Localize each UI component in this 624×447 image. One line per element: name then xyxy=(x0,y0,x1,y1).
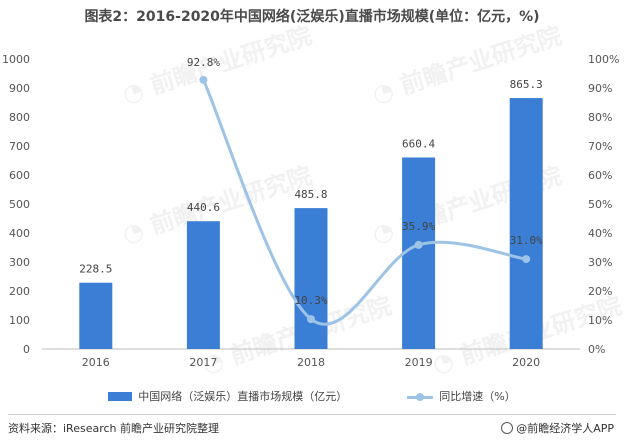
growth-line-series xyxy=(199,75,531,326)
x-tick-label: 2018 xyxy=(297,356,325,369)
legend-label-market-size: 中国网络（泛娱乐）直播市场规模（亿元） xyxy=(138,390,348,403)
y-tick-label-right: 80% xyxy=(588,111,612,124)
y-tick-label-right: 30% xyxy=(588,256,612,269)
brand-credit: @前瞻经济学人APP xyxy=(501,420,614,436)
bar-value-label: 865.3 xyxy=(510,78,543,91)
x-tick-label: 2020 xyxy=(512,356,540,369)
legend-item-market-size: 中国网络（泛娱乐）直播市场规模（亿元） xyxy=(108,388,347,404)
legend: 中国网络（泛娱乐）直播市场规模（亿元） 同比增速（%） xyxy=(0,388,624,404)
y-tick-label-right: 40% xyxy=(588,227,612,240)
bar xyxy=(79,282,113,349)
brand-logo-icon xyxy=(501,422,514,434)
y-axis-right: 0% 10% 20% 30% 40% 50% 60% 70% 80% 90% 100% xyxy=(588,53,619,356)
growth-point xyxy=(307,315,315,324)
y-tick-label-left: 900 xyxy=(9,82,30,95)
y-tick-label-right: 60% xyxy=(588,169,612,182)
y-tick-label-right: 70% xyxy=(588,140,612,153)
x-tick-label: 2019 xyxy=(405,356,433,369)
y-axis-left: 0 100 200 300 400 500 600 700 800 900 1000 xyxy=(2,53,30,356)
brand-text: @前瞻经济学人APP xyxy=(516,422,614,435)
growth-value-label: 10.3% xyxy=(294,294,327,307)
y-tick-label-right: 0% xyxy=(588,343,605,356)
source-note: 资料来源：iResearch 前瞻产业研究院整理 xyxy=(8,422,220,435)
y-tick-label-right: 50% xyxy=(588,198,612,211)
legend-item-growth: 同比增速（%） xyxy=(407,388,516,404)
footer-divider xyxy=(8,414,616,415)
y-tick-label-right: 10% xyxy=(588,314,612,327)
y-tick-label-right: 100% xyxy=(588,53,619,66)
growth-value-label: 35.9% xyxy=(402,220,435,233)
y-tick-label-left: 500 xyxy=(9,198,30,211)
y-tick-label-left: 700 xyxy=(9,140,30,153)
bar-value-label: 485.8 xyxy=(294,188,327,201)
bar-value-label: 440.6 xyxy=(187,201,220,214)
bar-series xyxy=(79,98,543,349)
y-tick-label-left: 600 xyxy=(9,169,30,182)
growth-value-label: 31.0% xyxy=(510,234,543,247)
y-tick-label-left: 100 xyxy=(9,314,30,327)
growth-value-label: 92.8% xyxy=(187,56,220,69)
y-tick-label-left: 0 xyxy=(23,343,30,356)
y-tick-label-right: 20% xyxy=(588,285,612,298)
legend-bar-swatch xyxy=(108,391,133,401)
x-axis: 2016 2017 2018 2019 2020 xyxy=(82,356,540,369)
x-tick-label: 2016 xyxy=(82,356,110,369)
legend-label-growth: 同比增速（%） xyxy=(439,390,516,403)
bar xyxy=(186,221,220,349)
bar xyxy=(509,98,543,349)
line-data-labels: 92.8% 10.3% 35.9% 31.0% xyxy=(187,56,543,307)
bar xyxy=(402,157,436,349)
bar xyxy=(294,208,328,349)
legend-line-swatch xyxy=(407,392,434,401)
growth-line xyxy=(201,78,528,326)
y-tick-label-right: 90% xyxy=(588,82,612,95)
growth-point xyxy=(414,240,423,249)
y-tick-label-left: 1000 xyxy=(2,53,30,66)
chart-title: 图表2：2016-2020年中国网络(泛娱乐)直播市场规模(单位：亿元，%) xyxy=(84,9,540,25)
bar-value-label: 660.4 xyxy=(402,137,435,150)
y-tick-label-left: 400 xyxy=(9,227,30,240)
watermark-logo: ◔ 前瞻产业研究院 xyxy=(369,21,565,109)
y-tick-label-left: 800 xyxy=(9,111,30,124)
y-tick-label-left: 200 xyxy=(9,285,30,298)
x-tick-label: 2017 xyxy=(189,356,217,369)
y-tick-label-left: 300 xyxy=(9,256,30,269)
bar-value-label: 228.5 xyxy=(79,263,112,276)
growth-point xyxy=(522,255,531,264)
bar-data-labels: 228.5 440.6 485.8 660.4 865.3 xyxy=(79,78,543,276)
growth-point xyxy=(199,75,208,84)
